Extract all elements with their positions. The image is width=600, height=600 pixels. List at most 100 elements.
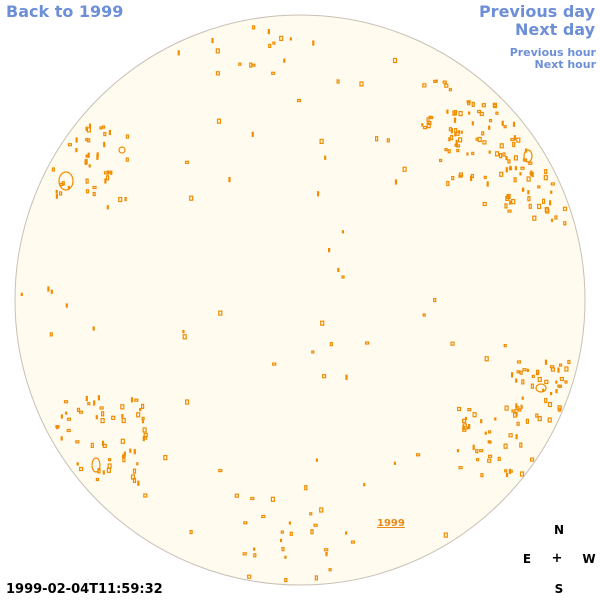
back-to-year-link[interactable]: Back to 1999 xyxy=(6,2,124,21)
contour-speck xyxy=(495,111,499,115)
contour-speck xyxy=(557,405,562,411)
contour-speck xyxy=(458,466,463,470)
contour-speck xyxy=(499,153,503,159)
contour-speck xyxy=(49,332,53,337)
contour-speck xyxy=(550,190,553,194)
contour-speck xyxy=(521,188,525,192)
contour-speck xyxy=(488,454,493,458)
contour-speck xyxy=(564,380,568,384)
contour-speck xyxy=(535,413,539,418)
contour-speck xyxy=(86,127,92,133)
contour-speck xyxy=(90,442,94,448)
contour-speck xyxy=(267,29,270,35)
contour-speck xyxy=(462,418,467,423)
contour-speck xyxy=(477,109,482,114)
contour-speck xyxy=(472,444,475,450)
contour-speck xyxy=(129,448,132,453)
contour-speck xyxy=(480,473,484,478)
contour-speck xyxy=(520,404,523,409)
contour-speck xyxy=(87,152,90,158)
contour-speck xyxy=(499,143,504,149)
contour-speck xyxy=(505,156,508,161)
contour-speck xyxy=(550,182,555,186)
contour-speck xyxy=(444,83,449,88)
contour-speck xyxy=(511,372,514,378)
contour-speck xyxy=(471,121,474,126)
contour-speck xyxy=(452,110,456,116)
contour-speck xyxy=(511,409,516,413)
contour-speck xyxy=(475,137,479,141)
contour-speck xyxy=(103,132,107,137)
contour-speck xyxy=(120,404,125,410)
contour-speck xyxy=(435,79,438,83)
contour-speck xyxy=(497,456,501,461)
contour-speck xyxy=(319,138,324,144)
contour-speck xyxy=(466,152,469,156)
contour-speck xyxy=(549,392,553,396)
contour-speck xyxy=(471,151,475,155)
contour-speck xyxy=(511,199,516,205)
contour-speck xyxy=(527,190,530,195)
contour-speck xyxy=(228,177,231,183)
previous-day-link[interactable]: Previous day xyxy=(478,2,595,21)
contour-speck xyxy=(104,178,107,184)
contour-speck xyxy=(337,267,340,273)
next-day-link[interactable]: Next day xyxy=(515,20,595,39)
contour-speck xyxy=(184,160,190,164)
contour-speck xyxy=(67,143,73,147)
contour-speck xyxy=(544,169,548,175)
contour-speck xyxy=(47,286,50,292)
contour-speck xyxy=(402,166,407,172)
contour-speck xyxy=(313,523,318,527)
contour-speck xyxy=(460,130,463,134)
contour-speck xyxy=(185,399,190,405)
contour-speck xyxy=(422,83,427,88)
contour-speck xyxy=(453,117,457,123)
contour-speck xyxy=(87,138,91,143)
contour-speck xyxy=(345,531,348,535)
contour-speck xyxy=(189,529,193,535)
contour-speck xyxy=(108,129,112,136)
previous-hour-link[interactable]: Previous hour xyxy=(509,46,596,59)
contour-speck xyxy=(555,380,558,384)
contour-speck xyxy=(312,40,315,46)
contour-speck xyxy=(562,206,568,211)
next-hour-link[interactable]: Next hour xyxy=(534,58,597,71)
contour-speck xyxy=(516,360,522,364)
contour-speck xyxy=(345,374,348,380)
contour-speck xyxy=(322,374,327,379)
contour-speck xyxy=(519,442,523,448)
contour-speck xyxy=(519,471,525,477)
year-link[interactable]: 1999 xyxy=(377,518,405,529)
contour-speck xyxy=(311,350,315,354)
contour-speck xyxy=(341,230,344,234)
contour-speck xyxy=(95,415,98,420)
contour-speck xyxy=(60,414,64,419)
contour-speck xyxy=(132,468,137,474)
contour-speck xyxy=(279,35,284,42)
contour-speck xyxy=(527,196,531,202)
contour-speck xyxy=(359,81,364,87)
contour-speck xyxy=(515,406,520,411)
contour-speck xyxy=(422,313,426,317)
contour-speck xyxy=(450,135,454,141)
contour-speck xyxy=(516,137,521,143)
contour-speck xyxy=(544,379,549,384)
contour-speck xyxy=(102,443,107,448)
contour-speck xyxy=(141,403,145,409)
contour-speck xyxy=(124,197,127,202)
contour-speck xyxy=(558,363,563,367)
contour-speck xyxy=(421,123,424,127)
contour-speck xyxy=(251,131,254,137)
contour-speck xyxy=(537,416,542,422)
contour-speck xyxy=(247,574,252,579)
contour-speck xyxy=(505,167,508,173)
contour-speck xyxy=(75,148,78,153)
contour-speck xyxy=(547,401,553,408)
contour-speck xyxy=(484,431,487,435)
contour-speck xyxy=(253,553,257,558)
contour-speck xyxy=(268,43,272,49)
contour-speck xyxy=(503,443,508,449)
contour-speck xyxy=(531,171,534,178)
contour-speck xyxy=(416,453,421,457)
